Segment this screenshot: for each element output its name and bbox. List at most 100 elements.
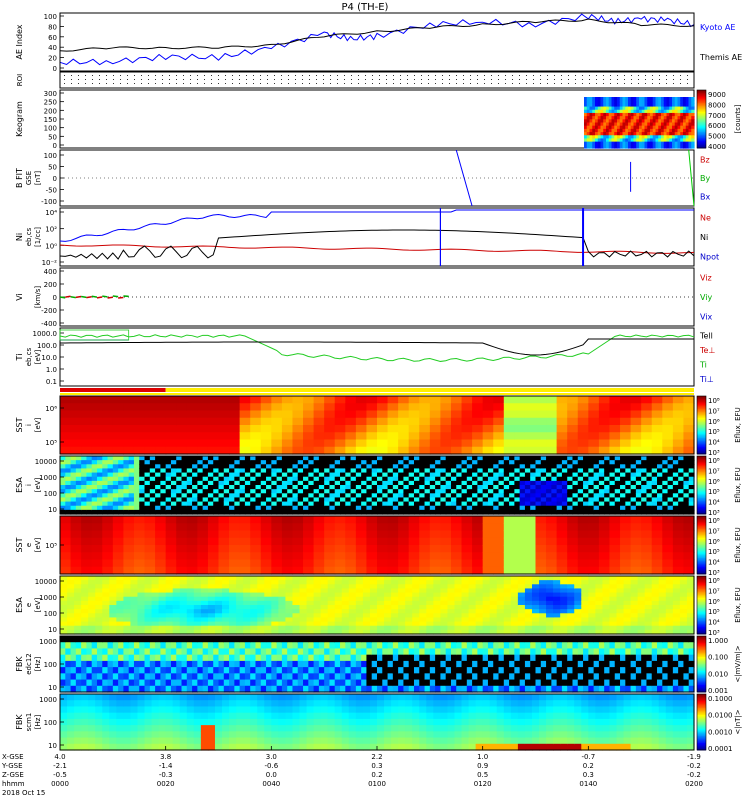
esa2-cell bbox=[384, 621, 392, 627]
esa1-cell bbox=[630, 472, 637, 478]
esa2-cell bbox=[200, 613, 209, 619]
esa1-cell bbox=[667, 460, 674, 465]
keogram-cell bbox=[614, 106, 618, 111]
sst2-cell bbox=[144, 523, 156, 532]
esa1-cell bbox=[260, 460, 267, 465]
sst2-cell bbox=[493, 552, 505, 561]
sst2-cell bbox=[60, 545, 72, 553]
keogram-cell bbox=[672, 132, 676, 136]
esa1-cell bbox=[107, 501, 114, 507]
esa2-cell bbox=[461, 588, 470, 594]
esa1-cell bbox=[313, 505, 320, 511]
esa1-cell bbox=[614, 460, 621, 465]
keogram-cell bbox=[674, 119, 679, 124]
keogram-cell bbox=[611, 138, 615, 143]
esa2-cell bbox=[137, 596, 146, 602]
sst2-cell bbox=[165, 566, 177, 575]
keogram-cell bbox=[603, 132, 607, 136]
sst1-cbar-cell bbox=[697, 435, 706, 438]
roi-dot bbox=[232, 79, 233, 80]
esa1-cell bbox=[403, 501, 410, 507]
esa1-cbar-cell bbox=[697, 477, 706, 480]
esa1-cell bbox=[472, 505, 478, 511]
sst2-cell bbox=[429, 523, 441, 532]
keogram-cell bbox=[691, 119, 695, 124]
keogram-cell bbox=[688, 144, 692, 149]
esa2-cell bbox=[440, 629, 449, 635]
sst2-cell bbox=[155, 545, 167, 553]
esa1-cell bbox=[588, 460, 595, 465]
sst1-cell bbox=[503, 403, 515, 412]
roi-dot bbox=[407, 75, 408, 76]
esa2-cell bbox=[539, 609, 547, 614]
sst1-cell bbox=[482, 439, 494, 448]
roi-dot bbox=[617, 79, 618, 80]
esa1-cbar-cell bbox=[697, 483, 706, 486]
esa1-cell bbox=[144, 456, 151, 461]
esa2-cell bbox=[67, 617, 75, 623]
keogram-cell bbox=[611, 122, 615, 127]
sst2-cell bbox=[324, 530, 336, 539]
esa2-cell bbox=[88, 625, 96, 631]
sst2-cbar-cell bbox=[697, 516, 706, 518]
esa2-cell bbox=[200, 617, 209, 623]
esa1-cell bbox=[271, 509, 278, 515]
sst2-cell bbox=[450, 545, 463, 553]
sst1-cell bbox=[123, 410, 135, 419]
roi-dot bbox=[64, 75, 65, 76]
esa1-cell bbox=[271, 501, 278, 507]
keogram-cell bbox=[584, 132, 588, 136]
roi-dot bbox=[295, 75, 296, 76]
esa1-cell bbox=[96, 464, 103, 470]
esa2-cell bbox=[539, 625, 547, 631]
esa2-cell bbox=[595, 605, 604, 610]
esa1-cell bbox=[334, 493, 341, 499]
esa2-cell bbox=[207, 617, 216, 623]
esa2-cell bbox=[74, 625, 82, 631]
esa2-cell bbox=[355, 629, 364, 635]
esa1-cell bbox=[287, 509, 294, 515]
esa2-cell bbox=[588, 588, 596, 594]
sst2-cell bbox=[387, 523, 399, 532]
esa2-cell bbox=[384, 629, 392, 635]
esa1-cell bbox=[118, 485, 124, 490]
roi-dot bbox=[561, 75, 562, 76]
esa1-cell bbox=[276, 505, 283, 511]
sst1-cell bbox=[588, 410, 600, 419]
ni-ytick: 10⁴ bbox=[45, 209, 57, 217]
esa1-cell bbox=[503, 472, 510, 478]
esa1-cell bbox=[535, 489, 542, 494]
esa1-cell bbox=[60, 509, 66, 515]
esa2-cell bbox=[292, 592, 301, 598]
esa1-cell bbox=[540, 485, 547, 490]
keogram-cell bbox=[674, 135, 679, 140]
sst1-cell bbox=[281, 396, 294, 404]
esa1-cell bbox=[65, 480, 72, 486]
keogram-cell bbox=[622, 116, 626, 120]
esa2-cell bbox=[137, 625, 146, 631]
keogram-cell bbox=[589, 141, 593, 146]
keogram-cell bbox=[672, 125, 676, 130]
esa2-cell bbox=[278, 605, 287, 610]
esa1-cell bbox=[281, 464, 288, 470]
sst2-cell bbox=[197, 545, 209, 553]
sst1-cbar-cell bbox=[697, 401, 706, 404]
esa1-cell bbox=[604, 460, 611, 465]
sst1-cell bbox=[514, 425, 526, 433]
esa1-cell bbox=[408, 497, 415, 503]
esa1-cell bbox=[577, 501, 584, 507]
esa1-cell bbox=[260, 509, 267, 515]
sst1-cell bbox=[440, 396, 452, 404]
esa1-cell bbox=[419, 472, 426, 478]
sst2-cell bbox=[556, 545, 568, 553]
esa2-cell bbox=[553, 613, 561, 619]
esa1-cell bbox=[419, 485, 426, 490]
esa2-cell bbox=[517, 617, 526, 623]
esa2-cell bbox=[313, 629, 322, 635]
esa2-cell bbox=[341, 609, 350, 614]
esa2-cell bbox=[433, 621, 441, 627]
sst1-cell bbox=[324, 439, 336, 448]
esa1-cell bbox=[149, 505, 156, 511]
sst1-cell bbox=[535, 410, 547, 419]
esa2-cell bbox=[67, 613, 75, 619]
